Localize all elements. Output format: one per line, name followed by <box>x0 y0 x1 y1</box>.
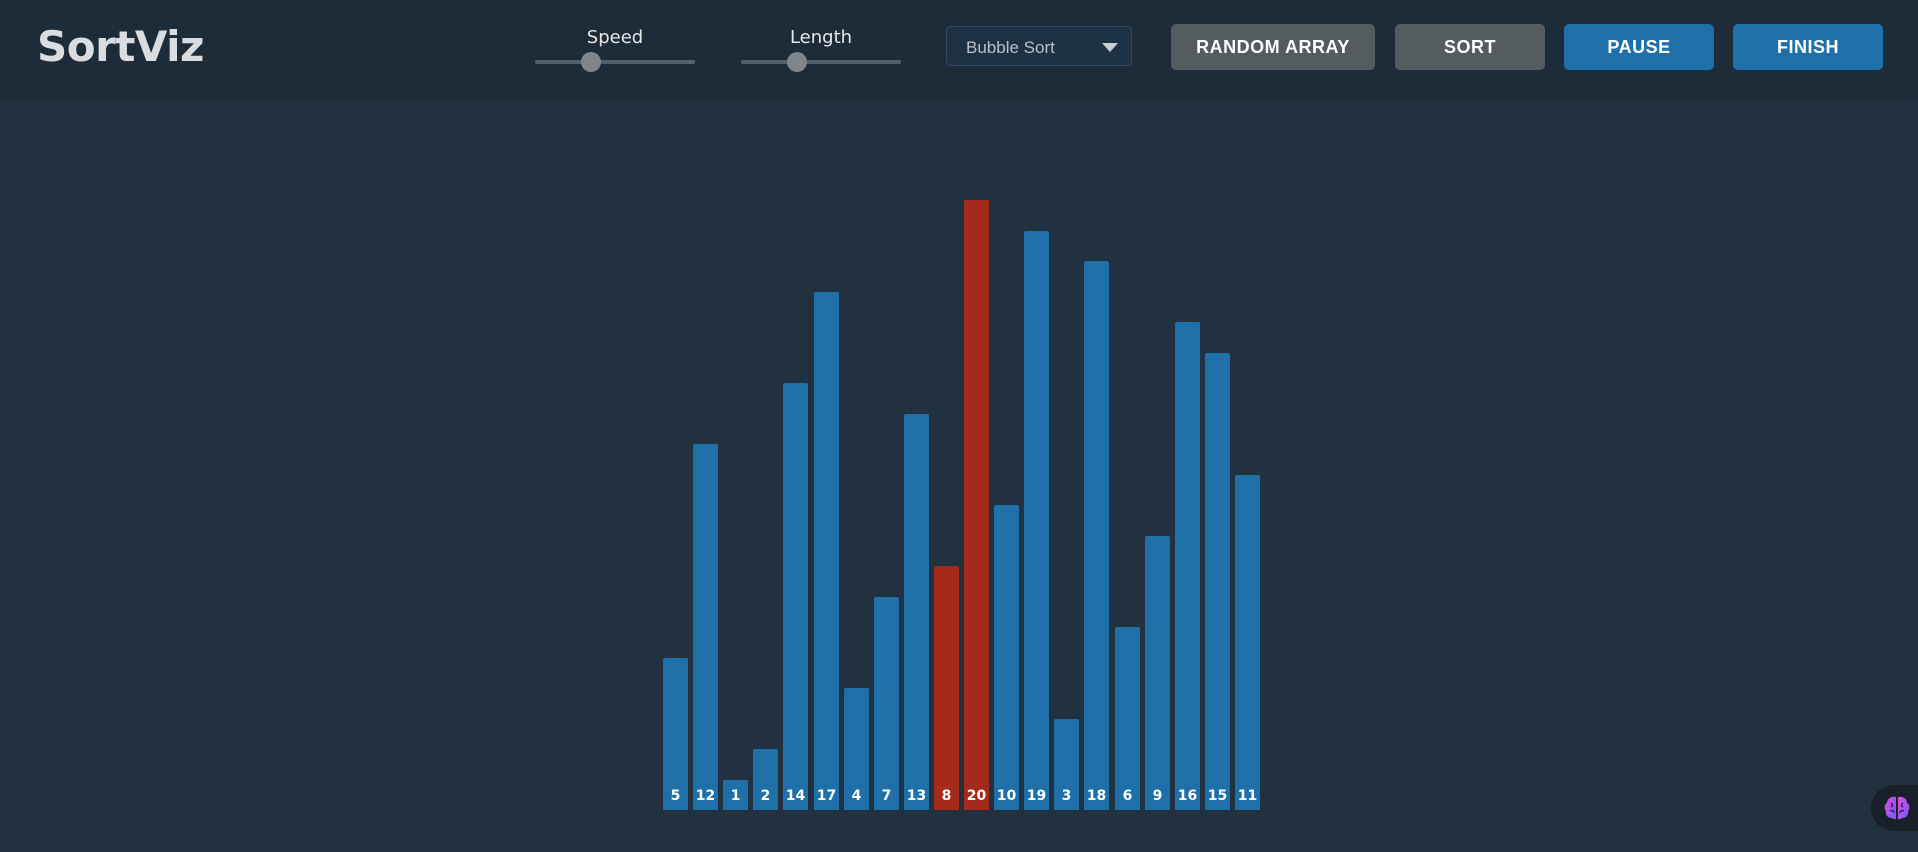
chart-bar <box>844 688 869 810</box>
chart-bar <box>814 291 839 810</box>
chart-bar-label: 17 <box>816 788 837 804</box>
top-navbar: SortViz Speed Length Bubble Sort RANDOM … <box>0 0 1918 96</box>
chart-bar-label: 18 <box>1086 788 1107 804</box>
chart-bar <box>1054 718 1079 810</box>
chart-bar <box>1235 474 1260 810</box>
speed-slider-thumb[interactable] <box>581 52 601 72</box>
speed-label: Speed <box>586 27 644 48</box>
chart-bar <box>1145 535 1170 810</box>
chart-bar-label: 1 <box>730 788 741 804</box>
chart-bar <box>1175 322 1200 810</box>
chart-bar <box>693 444 718 810</box>
chart-bar <box>663 657 688 810</box>
chart-bar-label: 4 <box>851 788 862 804</box>
chart-bar <box>964 200 989 810</box>
assistant-button[interactable] <box>1871 785 1918 831</box>
chart-bar-label: 9 <box>1152 788 1163 804</box>
chart-bar <box>1084 261 1109 810</box>
chart-bar <box>1115 627 1140 810</box>
chevron-down-icon <box>1102 43 1118 52</box>
length-label: Length <box>789 27 853 48</box>
sort-button[interactable]: SORT <box>1395 24 1545 70</box>
chart-bar-label: 15 <box>1207 788 1228 804</box>
app-logo: SortViz <box>37 22 205 71</box>
chart-bar <box>994 505 1019 810</box>
length-slider[interactable] <box>741 52 901 72</box>
chart-bar <box>874 596 899 810</box>
chart-bar-label: 16 <box>1177 788 1198 804</box>
speed-control: Speed <box>534 28 696 72</box>
pause-button[interactable]: PAUSE <box>1564 24 1714 70</box>
algorithm-select-value: Bubble Sort <box>966 38 1055 57</box>
length-control: Length <box>740 28 902 72</box>
chart-bar <box>1205 352 1230 810</box>
chart-bar <box>904 413 929 810</box>
chart-bar-label: 13 <box>906 788 927 804</box>
finish-button[interactable]: FINISH <box>1733 24 1883 70</box>
chart-bar-label: 11 <box>1237 788 1258 804</box>
chart-bar <box>783 383 808 810</box>
chart-bar-label: 14 <box>785 788 806 804</box>
chart-bar-label: 19 <box>1026 788 1047 804</box>
length-slider-thumb[interactable] <box>787 52 807 72</box>
chart-bar <box>723 779 748 810</box>
chart-bar-label: 20 <box>966 788 987 804</box>
chart-bar <box>1024 230 1049 810</box>
chart-bar-label: 5 <box>670 788 681 804</box>
chart-bar-label: 7 <box>881 788 892 804</box>
chart-bar-label: 8 <box>941 788 952 804</box>
chart-bar <box>934 566 959 810</box>
chart-bar-label: 2 <box>760 788 771 804</box>
algorithm-select[interactable]: Bubble Sort <box>946 26 1132 66</box>
chart-bar <box>753 749 778 810</box>
chart-bar-label: 12 <box>695 788 716 804</box>
chart-bar-label: 6 <box>1122 788 1133 804</box>
random-array-button[interactable]: RANDOM ARRAY <box>1171 24 1375 70</box>
chart-bar-label: 10 <box>996 788 1017 804</box>
chart-bar-label: 3 <box>1061 788 1072 804</box>
speed-slider[interactable] <box>535 52 695 72</box>
